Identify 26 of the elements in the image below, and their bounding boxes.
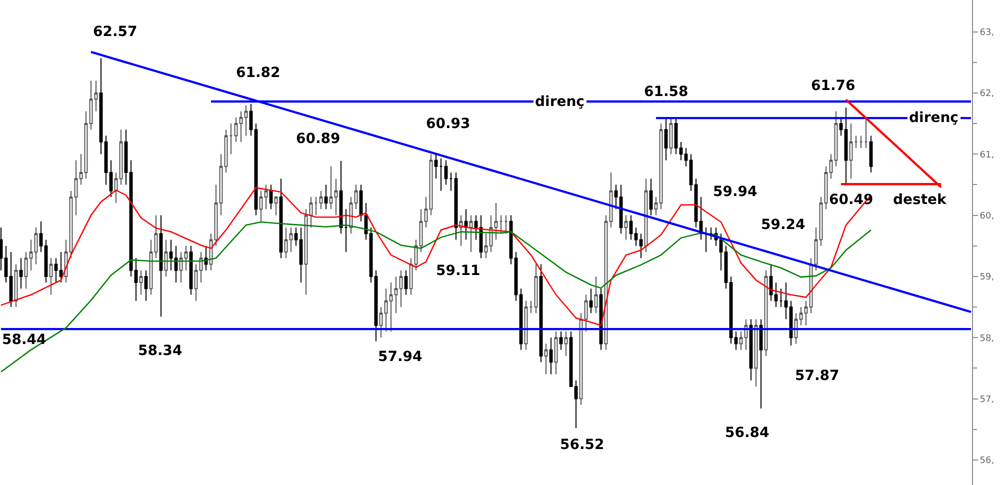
annotation: 58.34: [138, 343, 183, 359]
annotation: direnç: [535, 94, 584, 110]
annotation: 56.84: [725, 425, 770, 441]
annotation: 62.57: [93, 24, 138, 40]
annotation: 58.44: [2, 332, 47, 348]
y-tick-label: 61,: [980, 150, 994, 160]
annotation: direnç: [909, 110, 958, 126]
y-tick-label: 60,: [980, 211, 994, 222]
y-tick-label: 62,: [980, 89, 994, 100]
annotation: 60.93: [426, 116, 470, 132]
y-tick-label: 57,: [980, 394, 994, 405]
annotation: 59.24: [761, 217, 806, 233]
annotation: 59.94: [713, 184, 758, 200]
y-tick-label: 58,: [980, 334, 994, 344]
y-tick-label: 59,: [980, 272, 994, 283]
annotation: 57.94: [378, 349, 423, 365]
annotation: 59.11: [436, 263, 480, 279]
annotation: 61.76: [811, 78, 856, 94]
annotation: destek: [893, 192, 948, 208]
annotation: 56.52: [560, 437, 604, 453]
y-tick-label: 63,: [980, 28, 994, 38]
y-tick-label: 56,: [980, 456, 994, 466]
annotation: 61.58: [644, 84, 688, 100]
annotation: 60.89: [296, 131, 340, 147]
annotation: 57.87: [795, 368, 840, 384]
annotation: 61.82: [236, 65, 280, 81]
